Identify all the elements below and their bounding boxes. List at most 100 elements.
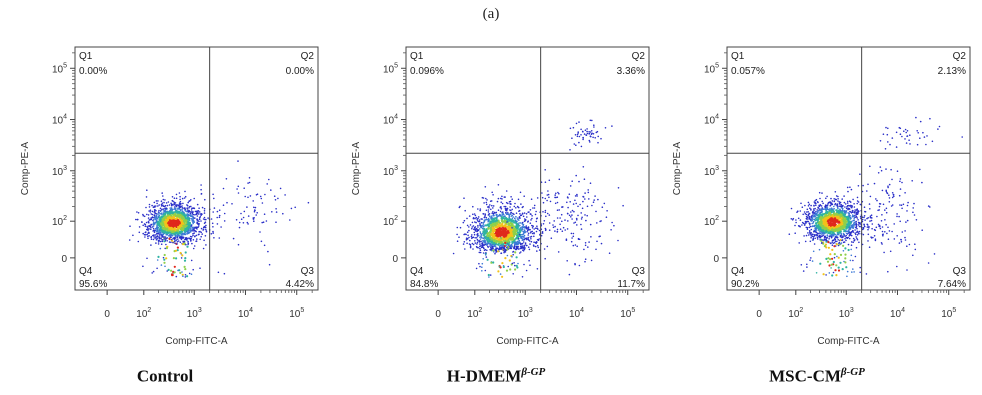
event-dot	[194, 235, 196, 238]
event-dot	[203, 239, 205, 242]
event-dot	[819, 216, 822, 219]
event-dot	[590, 130, 593, 132]
event-dot	[812, 237, 815, 240]
event-dot	[805, 222, 807, 224]
event-dot	[158, 231, 160, 234]
event-dot	[155, 213, 158, 215]
event-dot	[164, 247, 166, 250]
event-dot	[155, 215, 158, 218]
event-dot	[144, 236, 146, 238]
event-dot	[487, 220, 489, 223]
event-dot	[156, 217, 158, 220]
flow-scatter-plot-msccm: Q10.057%Q22.13%Q490.2%Q37.64%00102102103…	[672, 46, 971, 347]
event-dot	[814, 201, 816, 204]
event-dot	[839, 234, 842, 237]
event-dot	[173, 226, 176, 230]
event-dot	[482, 223, 485, 225]
event-dot	[857, 221, 860, 224]
event-dot	[575, 217, 578, 220]
event-dot	[200, 227, 203, 230]
event-dot	[472, 248, 474, 250]
event-dot	[500, 214, 502, 216]
event-dot	[807, 232, 809, 234]
event-dot	[485, 197, 487, 200]
event-dot	[855, 212, 858, 215]
event-dot	[200, 193, 203, 195]
event-dot	[832, 260, 835, 264]
event-dot	[855, 211, 858, 214]
event-dot	[490, 226, 493, 229]
quadrant-name: Q4	[731, 266, 745, 277]
event-dot	[191, 236, 193, 238]
event-dot	[516, 240, 519, 243]
event-dot	[882, 235, 884, 237]
event-dot	[804, 240, 807, 243]
event-dot	[170, 210, 173, 213]
event-dot	[815, 272, 818, 274]
event-dot	[511, 217, 514, 220]
event-dot	[487, 211, 490, 213]
event-dot	[508, 234, 511, 237]
event-dot	[586, 205, 589, 208]
event-dot	[587, 191, 590, 194]
event-dot	[545, 228, 547, 231]
event-dot	[923, 136, 926, 138]
event-dot	[871, 223, 874, 225]
panel-caption-main: MSC-CM	[769, 366, 841, 386]
event-dot	[181, 254, 184, 257]
event-dot	[197, 223, 200, 226]
y-tick-label: 104	[704, 114, 719, 127]
event-dot	[489, 221, 492, 225]
event-dot	[497, 197, 500, 200]
event-dot	[841, 235, 843, 237]
event-dot	[179, 198, 181, 201]
event-dot	[511, 234, 514, 238]
event-dot	[165, 257, 168, 260]
event-dot	[170, 273, 174, 276]
event-dot	[507, 265, 509, 268]
event-dot	[154, 216, 156, 218]
event-dot	[512, 216, 515, 218]
event-dot	[569, 149, 571, 151]
event-dot	[166, 216, 169, 219]
event-dot	[822, 273, 825, 276]
event-dot	[896, 215, 898, 218]
event-dot	[473, 213, 476, 215]
event-dot	[850, 248, 852, 251]
event-dot	[189, 229, 192, 232]
event-dot	[514, 232, 517, 235]
event-dot	[156, 259, 159, 261]
event-dot	[513, 227, 516, 230]
event-dot	[513, 225, 516, 228]
event-dot	[842, 244, 845, 247]
event-dot	[842, 233, 845, 236]
event-dot	[479, 226, 482, 228]
event-dot	[190, 273, 193, 276]
event-dot	[540, 234, 543, 237]
event-dot	[829, 234, 832, 237]
event-dot	[516, 226, 519, 229]
event-dot	[153, 201, 156, 204]
event-dot	[522, 228, 524, 231]
event-dot	[194, 214, 196, 216]
event-dot	[905, 131, 907, 134]
event-dot	[488, 276, 490, 278]
event-dot	[802, 213, 804, 216]
event-dot	[846, 206, 848, 208]
event-dot	[528, 248, 531, 251]
event-dot	[517, 218, 519, 221]
event-dot	[504, 241, 507, 244]
event-dot	[533, 207, 536, 209]
event-dot	[205, 244, 207, 246]
event-dot	[572, 203, 575, 205]
event-dot	[153, 236, 155, 238]
event-dot	[817, 201, 819, 204]
event-dot	[810, 232, 812, 234]
event-dot	[909, 143, 911, 145]
event-dots	[452, 119, 624, 278]
event-dot	[858, 232, 860, 235]
event-dot	[491, 204, 493, 207]
event-dot	[482, 246, 484, 248]
event-dot	[856, 208, 858, 211]
event-dot	[834, 220, 837, 224]
